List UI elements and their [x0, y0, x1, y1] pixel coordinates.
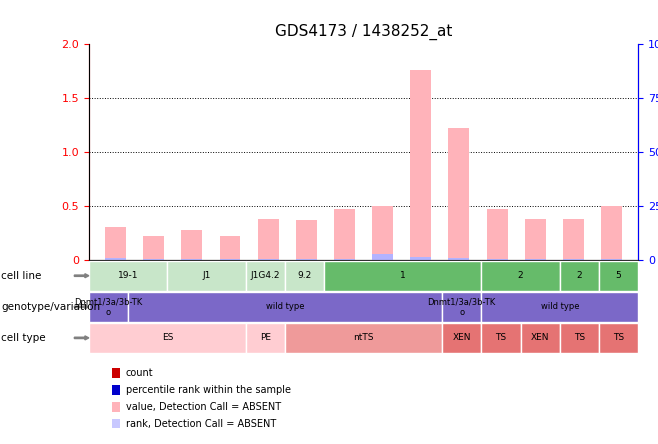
Bar	[524, 259, 545, 260]
Text: value, Detection Call = ABSENT: value, Detection Call = ABSENT	[126, 402, 281, 412]
Text: wild type: wild type	[540, 302, 579, 311]
Text: PE: PE	[260, 333, 271, 342]
Bar	[411, 257, 431, 260]
Bar	[524, 219, 545, 260]
Text: ntTS: ntTS	[353, 333, 374, 342]
Text: J1: J1	[203, 271, 211, 280]
Bar	[143, 236, 164, 260]
Bar	[334, 259, 355, 260]
Bar	[563, 259, 584, 260]
Text: count: count	[126, 368, 153, 378]
Bar	[487, 259, 507, 260]
Bar	[411, 70, 431, 260]
Bar	[105, 258, 126, 260]
Text: 19-1: 19-1	[118, 271, 138, 280]
Bar	[182, 230, 203, 260]
Bar	[601, 206, 622, 260]
Text: Dnmt1/3a/3b-TK
o: Dnmt1/3a/3b-TK o	[428, 297, 495, 317]
Text: rank, Detection Call = ABSENT: rank, Detection Call = ABSENT	[126, 419, 276, 428]
Bar	[449, 128, 469, 260]
Bar	[334, 209, 355, 260]
Bar	[449, 258, 469, 260]
Text: Dnmt1/3a/3b-TK
o: Dnmt1/3a/3b-TK o	[74, 297, 143, 317]
Text: XEN: XEN	[453, 333, 471, 342]
Bar	[296, 220, 316, 260]
Text: wild type: wild type	[266, 302, 304, 311]
Bar	[258, 259, 278, 260]
Bar	[372, 206, 393, 260]
Bar	[143, 259, 164, 260]
Bar	[220, 259, 240, 260]
Text: TS: TS	[495, 333, 507, 342]
Text: ES: ES	[162, 333, 173, 342]
Text: percentile rank within the sample: percentile rank within the sample	[126, 385, 291, 395]
Bar	[258, 219, 278, 260]
Text: cell line: cell line	[1, 271, 41, 281]
Text: 9.2: 9.2	[297, 271, 312, 280]
Bar	[220, 236, 240, 260]
Text: genotype/variation: genotype/variation	[1, 302, 101, 312]
Text: 2: 2	[576, 271, 582, 280]
Text: J1G4.2: J1G4.2	[251, 271, 280, 280]
Text: cell type: cell type	[1, 333, 46, 343]
Text: TS: TS	[574, 333, 585, 342]
Text: TS: TS	[613, 333, 624, 342]
Bar	[105, 227, 126, 260]
Title: GDS4173 / 1438252_at: GDS4173 / 1438252_at	[275, 24, 452, 40]
Bar	[372, 254, 393, 260]
Text: 1: 1	[400, 271, 406, 280]
Bar	[296, 259, 316, 260]
Text: XEN: XEN	[531, 333, 549, 342]
Text: 5: 5	[616, 271, 622, 280]
Bar	[563, 219, 584, 260]
Text: 2: 2	[518, 271, 523, 280]
Bar	[182, 259, 203, 260]
Bar	[487, 209, 507, 260]
Bar	[601, 259, 622, 260]
